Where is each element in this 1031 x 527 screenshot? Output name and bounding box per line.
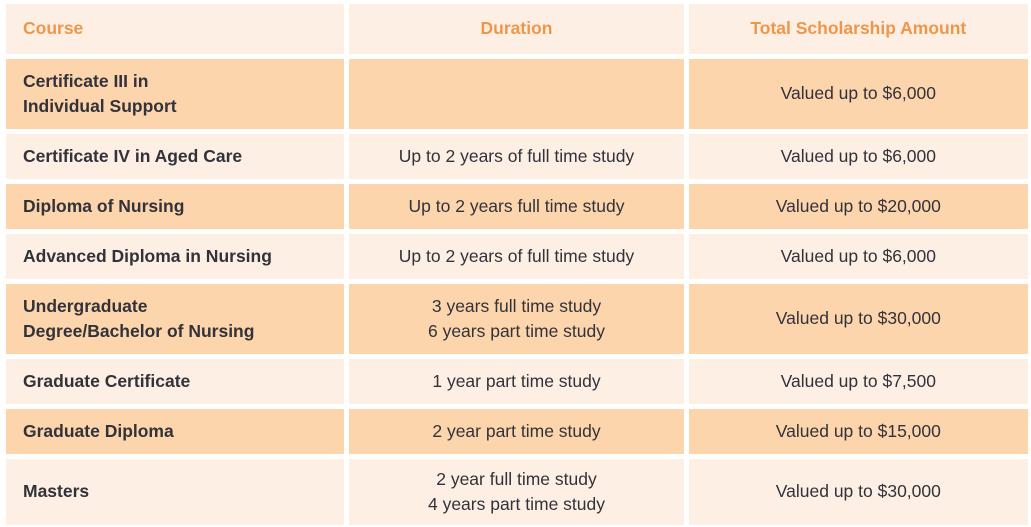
table-row: Advanced Diploma in Nursing Up to 2 year…: [6, 234, 1028, 279]
course-cell: Certificate III in Individual Support: [6, 59, 345, 129]
amount-cell: Valued up to $7,500: [688, 359, 1028, 404]
duration-cell: 2 year full time study 4 years part time…: [349, 459, 684, 525]
amount-cell: Valued up to $6,000: [688, 234, 1028, 279]
duration-cell: Up to 2 years of full time study: [349, 134, 684, 179]
course-cell: Certificate IV in Aged Care: [6, 134, 345, 179]
table-row: Diploma of Nursing Up to 2 years full ti…: [6, 184, 1028, 229]
amount-cell: Valued up to $6,000: [688, 134, 1028, 179]
table-row: Graduate Certificate 1 year part time st…: [6, 359, 1028, 404]
course-cell: Graduate Certificate: [6, 359, 345, 404]
duration-cell: 1 year part time study: [349, 359, 684, 404]
amount-cell: Valued up to $30,000: [688, 284, 1028, 354]
amount-cell: Valued up to $15,000: [688, 409, 1028, 454]
amount-cell: Valued up to $20,000: [688, 184, 1028, 229]
table-row: Undergraduate Degree/Bachelor of Nursing…: [6, 284, 1028, 354]
scholarship-table: Course Duration Total Scholarship Amount…: [6, 4, 1028, 525]
column-header-course: Course: [6, 4, 345, 54]
course-cell: Diploma of Nursing: [6, 184, 345, 229]
table-row: Masters 2 year full time study 4 years p…: [6, 459, 1028, 525]
table-header-row: Course Duration Total Scholarship Amount: [6, 4, 1028, 54]
course-cell: Advanced Diploma in Nursing: [6, 234, 345, 279]
course-cell: Graduate Diploma: [6, 409, 345, 454]
duration-cell: Up to 2 years of full time study: [349, 234, 684, 279]
duration-cell: [349, 59, 684, 129]
table-row: Graduate Diploma 2 year part time study …: [6, 409, 1028, 454]
table-row: Certificate IV in Aged Care Up to 2 year…: [6, 134, 1028, 179]
amount-cell: Valued up to $6,000: [688, 59, 1028, 129]
course-cell: Masters: [6, 459, 345, 525]
table-row: Certificate III in Individual Support Va…: [6, 59, 1028, 129]
column-header-total-scholarship-amount: Total Scholarship Amount: [688, 4, 1028, 54]
duration-cell: Up to 2 years full time study: [349, 184, 684, 229]
course-cell: Undergraduate Degree/Bachelor of Nursing: [6, 284, 345, 354]
amount-cell: Valued up to $30,000: [688, 459, 1028, 525]
duration-cell: 3 years full time study 6 years part tim…: [349, 284, 684, 354]
duration-cell: 2 year part time study: [349, 409, 684, 454]
column-header-duration: Duration: [349, 4, 684, 54]
